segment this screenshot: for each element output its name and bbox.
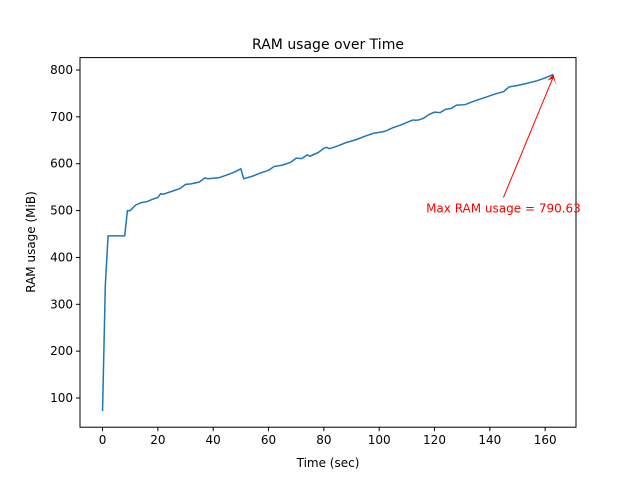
- x-tick-label: 40: [206, 433, 221, 447]
- annotation-arrow: [502, 76, 554, 198]
- x-tick-label: 100: [368, 433, 391, 447]
- chart-title: RAM usage over Time: [252, 37, 404, 53]
- x-axis-label: Time (sec): [296, 456, 360, 470]
- y-tick-label: 100: [50, 391, 73, 405]
- y-tick-label: 300: [50, 297, 73, 311]
- y-axis-label: RAM usage (MiB): [24, 191, 38, 293]
- y-tick-label: 600: [50, 157, 73, 171]
- x-tick-label: 140: [478, 433, 501, 447]
- x-tick-label: 120: [423, 433, 446, 447]
- y-tick-label: 400: [50, 250, 73, 264]
- line: [101, 73, 554, 412]
- x-tick-label: 80: [316, 433, 331, 447]
- annotation-text: Max RAM usage = 790.63: [426, 201, 581, 215]
- y-tick-label: 500: [50, 204, 73, 218]
- x-tick-label: 20: [150, 433, 165, 447]
- x-tick-label: 60: [261, 433, 276, 447]
- x-tick-label: 0: [99, 433, 107, 447]
- annotation-arrowhead: [547, 74, 557, 86]
- y-tick-label: 200: [50, 344, 73, 358]
- y-tick-label: 700: [50, 110, 73, 124]
- x-tick-label: 160: [534, 433, 557, 447]
- y-tick-label: 800: [50, 63, 73, 77]
- plot-frame: [79, 57, 577, 428]
